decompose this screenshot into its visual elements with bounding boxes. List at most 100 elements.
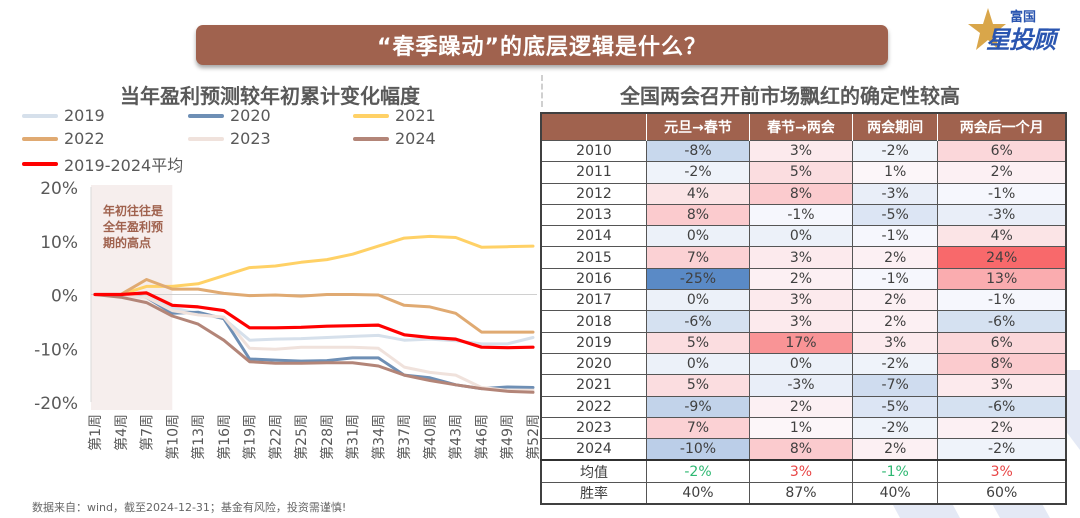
table-cell: 2%: [851, 310, 939, 333]
footer-note: 数据来自：wind，截至2024-12-31；基金有风险，投资需谨慎!: [32, 501, 347, 514]
table-cell: -1%: [937, 289, 1067, 312]
table-row: 2019 5% 17% 3% 6%: [540, 331, 1067, 354]
table-cell: -3%: [937, 203, 1067, 227]
x-tick-label: 第40周: [422, 414, 439, 460]
table-cell: 13%: [937, 267, 1067, 291]
row-label: 2024: [540, 438, 647, 461]
legend-swatch: [22, 136, 58, 141]
table-cell: -2%: [851, 139, 939, 163]
table-cell: 3%: [748, 289, 853, 312]
series-line-2024: [93, 293, 535, 394]
summary-row: 均值 -2% 3% -1% 3%: [540, 459, 1067, 483]
star-icon: [968, 8, 1006, 50]
page-title-banner: “春季躁动”的底层逻辑是什么？: [196, 25, 888, 65]
row-label: 2011: [540, 161, 647, 184]
legend-swatch: [188, 113, 224, 118]
row-label: 2010: [540, 139, 647, 163]
annotation-text: 期的高点: [103, 235, 151, 250]
table-row: 2012 4% 8% -3% -1%: [540, 182, 1067, 205]
legend-label: 2024: [395, 129, 436, 148]
legend-label: 2019-2024平均: [64, 156, 184, 175]
table-cell: 7%: [646, 246, 750, 269]
summary-cell: 40%: [851, 481, 939, 505]
table-cell: 0%: [748, 352, 853, 376]
legend-item: 2024: [353, 129, 436, 148]
row-label: 2021: [540, 374, 647, 397]
table-cell: 2%: [851, 438, 939, 461]
row-label: 2016: [540, 267, 647, 291]
x-tick-label: 第13周: [190, 414, 207, 460]
table-cell: -3%: [748, 374, 853, 397]
row-label: 2019: [540, 331, 647, 354]
row-label: 胜率: [540, 481, 647, 505]
legend-swatch: [22, 162, 58, 166]
x-tick-label: 第22周: [267, 414, 284, 460]
table-cell: 6%: [937, 139, 1067, 163]
line-chart: 年初往往是全年盈利预期的高点20%10%0%-10%-20%第1周 第4周 第7周第…: [34, 179, 542, 460]
table-cell: 2%: [937, 161, 1067, 184]
heatmap-table: 元旦→春节 春节→两会 两会期间 两会后一个月 2010 -8% 3% -2% 6% 20…: [540, 112, 1067, 506]
y-tick-label: -10%: [34, 340, 78, 360]
table-cell: 8%: [748, 182, 853, 205]
table-cell: 3%: [937, 374, 1067, 397]
table-cell: 3%: [851, 331, 939, 354]
legend-label: 2020: [230, 106, 271, 125]
table-row: 2018 -6% 3% 2% -6%: [540, 310, 1067, 333]
table-row: 2021 5% -3% -7% 3%: [540, 374, 1067, 397]
table-cell: 5%: [646, 331, 750, 354]
table-cell: 8%: [937, 352, 1067, 376]
column-header: 两会期间: [852, 113, 939, 141]
column-header: [541, 113, 647, 141]
summary-cell: 60%: [937, 481, 1067, 505]
table-cell: -10%: [646, 438, 750, 461]
table-row: 2023 7% 1% -2% 2%: [540, 416, 1067, 440]
logo-big-text: 星投顾: [986, 26, 1056, 54]
table-cell: -2%: [937, 438, 1067, 461]
table-cell: -1%: [748, 203, 853, 227]
table-cell: -3%: [851, 182, 939, 205]
table-cell: -7%: [851, 374, 939, 397]
x-tick-label: 第19周: [242, 414, 259, 460]
legend-label: 2019: [64, 106, 105, 125]
x-tick-label: 第49周: [499, 414, 516, 460]
section-divider: [541, 75, 543, 107]
table-cell: 7%: [646, 416, 750, 440]
chart-title: 当年盈利预测较年初累计变化幅度: [120, 84, 420, 108]
row-label: 2020: [540, 352, 647, 376]
x-tick-label: 第1周: [87, 414, 104, 451]
page-title: “春季躁动”的底层逻辑是什么？: [377, 35, 707, 60]
legend-swatch: [188, 136, 224, 141]
legend-swatch: [22, 113, 58, 118]
table-cell: 2%: [748, 267, 853, 291]
legend-swatch: [353, 113, 389, 118]
row-label: 2012: [540, 182, 647, 205]
legend-item: 2020: [188, 106, 271, 125]
legend-item: 2019-2024平均: [22, 152, 183, 176]
table-cell: 3%: [748, 246, 853, 269]
summary-cell: 3%: [937, 459, 1067, 483]
summary-cell: 3%: [748, 459, 853, 483]
table-cell: -2%: [851, 416, 939, 440]
x-tick-label: 第43周: [448, 414, 465, 460]
summary-cell: 87%: [748, 481, 853, 505]
table-cell: 3%: [748, 139, 853, 163]
table-cell: 0%: [646, 289, 750, 312]
legend-swatch: [353, 136, 389, 141]
column-header: 元旦→春节: [646, 113, 750, 141]
y-tick-label: 10%: [40, 233, 78, 253]
table-cell: -6%: [937, 395, 1067, 418]
x-tick-label: 第28周: [319, 414, 336, 460]
summary-row: 胜率 40% 87% 40% 60%: [540, 481, 1067, 505]
table-cell: -2%: [851, 352, 939, 376]
table-row: 2013 8% -1% -5% -3%: [540, 203, 1067, 227]
table-cell: -5%: [851, 203, 939, 227]
table-cell: -9%: [646, 395, 750, 418]
table-cell: 0%: [748, 225, 853, 248]
row-label: 2013: [540, 203, 647, 227]
table-cell: 2%: [937, 416, 1067, 440]
table-cell: -5%: [851, 395, 939, 418]
series-line-2019-2024平均: [93, 291, 535, 350]
logo-small-text: 富国: [1010, 10, 1037, 25]
legend-item: 2019: [22, 106, 105, 125]
table-row: 2024 -10% 8% 2% -2%: [540, 438, 1067, 461]
